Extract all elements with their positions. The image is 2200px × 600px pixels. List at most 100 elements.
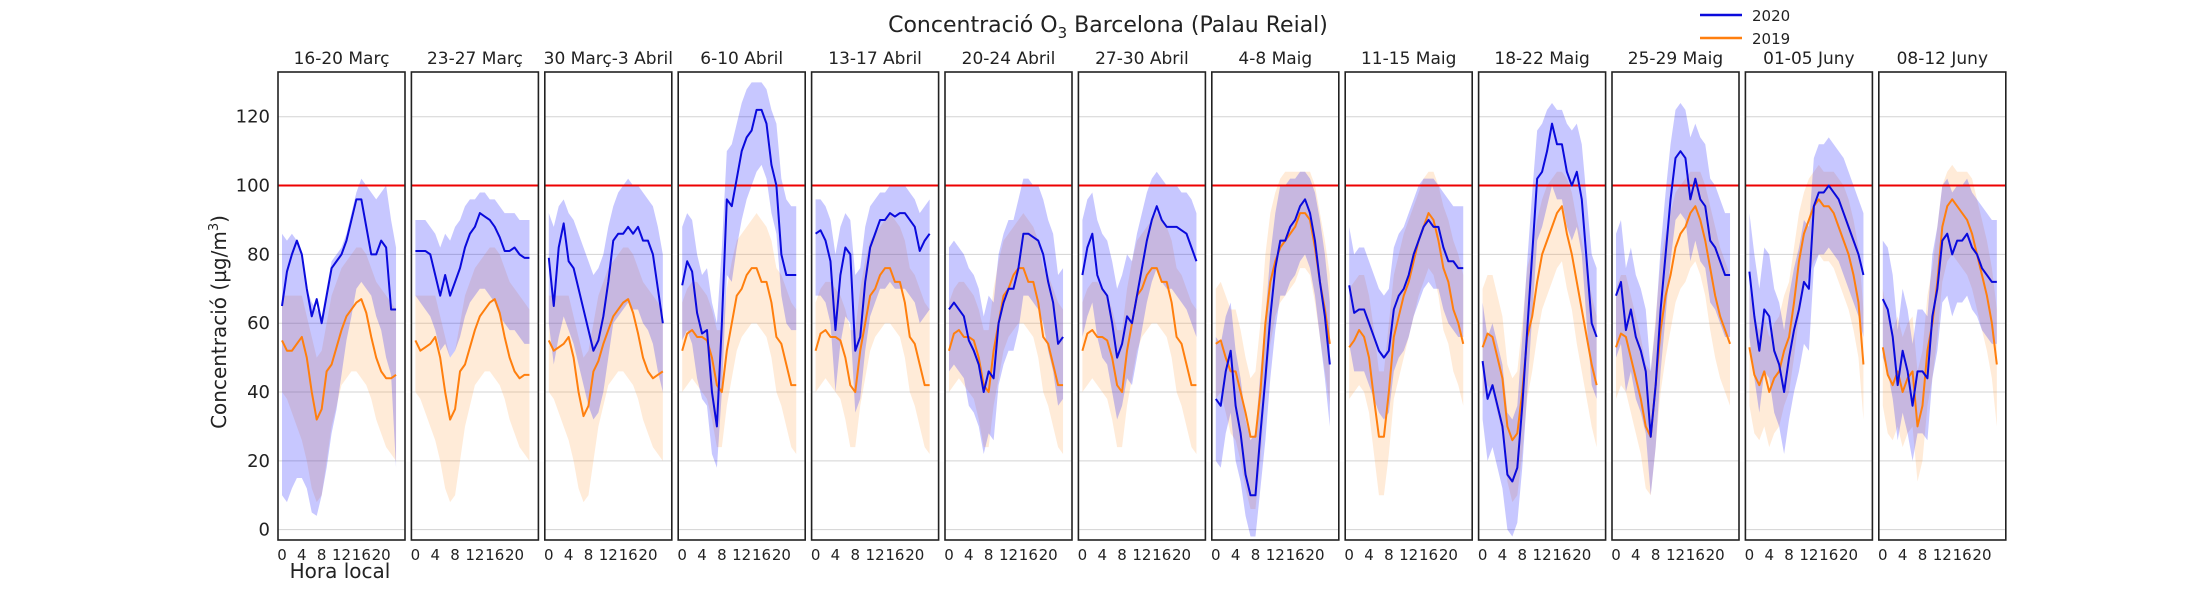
x-tick-label: 4 xyxy=(697,546,707,564)
panel-title: 11-15 Maig xyxy=(1361,49,1456,69)
panel-frame xyxy=(1744,71,1874,541)
y-axis-label: Concentració (µg/m3) xyxy=(207,215,231,429)
x-tick-label: 12 xyxy=(732,546,751,564)
band-2020 xyxy=(1882,178,1997,461)
series-line-2020 xyxy=(1748,184,1865,394)
panel-title: 16-20 Març xyxy=(294,49,390,69)
band-2019 xyxy=(1082,213,1197,454)
x-tick-label: 16 xyxy=(1286,546,1305,564)
x-tick-label: 20 xyxy=(905,546,924,564)
band-2019 xyxy=(949,213,1064,454)
y-axis-label-post: ) xyxy=(207,215,231,223)
band-2020 xyxy=(815,185,930,413)
panel: 25-29 Maig 0 4 8 12 16 20 xyxy=(1611,49,1740,564)
panel-title: 08-12 Juny xyxy=(1897,49,1988,69)
panel: 20-24 Abril 0 4 8 12 16 20 xyxy=(944,49,1073,564)
band-2019 xyxy=(282,247,397,503)
x-tick-label: 20 xyxy=(1572,546,1591,564)
panel: 18-22 Maig 0 4 8 12 16 20 xyxy=(1477,49,1607,564)
x-tick-label: 20 xyxy=(1439,546,1458,564)
y-tick-label: 0 xyxy=(259,520,270,541)
x-tick-label: 0 xyxy=(944,546,954,564)
series-line-2019 xyxy=(281,298,397,421)
panel-frame xyxy=(410,71,540,541)
x-tick-label: 0 xyxy=(1478,546,1488,564)
x-tick-label: 12 xyxy=(1533,546,1552,564)
panel: 11-15 Maig 0 4 8 12 16 20 xyxy=(1344,49,1473,564)
panel-frame xyxy=(1344,71,1473,541)
panel-title: 01-05 Juny xyxy=(1763,49,1854,69)
x-tick-label: 20 xyxy=(1839,546,1858,564)
band-2019 xyxy=(682,213,797,454)
panel-title: 27-30 Abril xyxy=(1095,49,1189,69)
panel: 16-20 Març 0 4 8 12 16 20 xyxy=(277,49,406,564)
x-tick-label: 12 xyxy=(465,546,484,564)
x-tick-label: 12 xyxy=(1266,546,1285,564)
panel-title: 30 Març-3 Abril xyxy=(544,49,673,69)
x-tick-label: 0 xyxy=(1745,546,1755,564)
y-axis-ticks: 0 20 40 60 80 100 120 xyxy=(236,107,270,541)
x-tick-label: 8 xyxy=(450,546,460,564)
x-tick-label: 20 xyxy=(505,546,524,564)
panel-title: 6-10 Abril xyxy=(700,49,783,69)
series-line-2020 xyxy=(1348,218,1464,359)
x-tick-label: 8 xyxy=(1784,546,1794,564)
panel: 13-17 Abril 0 4 8 12 16 20 xyxy=(810,49,940,564)
panel: 08-12 Juny 0 4 8 12 16 20 xyxy=(1878,49,2007,564)
series-line-2019 xyxy=(1348,212,1465,438)
x-tick-label: 0 xyxy=(677,546,687,564)
panel-frame xyxy=(1211,71,1340,541)
panel-frame xyxy=(810,71,940,541)
x-tick-label: 20 xyxy=(1039,546,1058,564)
series-line-2020 xyxy=(815,212,931,352)
y-tick-label: 80 xyxy=(247,244,270,265)
x-tick-label: 20 xyxy=(1305,546,1324,564)
x-tick-label: 8 xyxy=(1251,546,1261,564)
series-line-2019 xyxy=(1615,205,1731,438)
x-tick-label: 16 xyxy=(1686,546,1705,564)
x-tick-label: 12 xyxy=(332,546,351,564)
y-tick-label: 20 xyxy=(247,451,270,472)
x-tick-label: 12 xyxy=(1666,546,1685,564)
x-axis-label: Hora local xyxy=(290,559,391,583)
x-tick-label: 12 xyxy=(1132,546,1151,564)
x-tick-label: 4 xyxy=(1631,546,1641,564)
x-tick-label: 4 xyxy=(564,546,574,564)
panel-frame xyxy=(1611,71,1740,541)
x-tick-label: 20 xyxy=(372,546,391,564)
panel: 23-27 Març 0 4 8 12 16 20 xyxy=(410,49,540,564)
band-2020 xyxy=(949,178,1064,454)
panel-title: 4-8 Maig xyxy=(1238,49,1312,69)
x-tick-label: 12 xyxy=(866,546,885,564)
series-line-2020 xyxy=(1615,150,1731,438)
band-2019 xyxy=(415,247,530,503)
x-tick-label: 0 xyxy=(1878,546,1888,564)
x-tick-label: 16 xyxy=(752,546,771,564)
x-tick-label: 8 xyxy=(1918,546,1928,564)
panel-title: 13-17 Abril xyxy=(828,49,922,69)
series-line-2019 xyxy=(1748,198,1865,394)
band-2019 xyxy=(1215,171,1330,510)
series-line-2019 xyxy=(1081,267,1197,394)
legend-label-2020: 2020 xyxy=(1752,7,1790,25)
x-tick-label: 0 xyxy=(1211,546,1221,564)
band-2020 xyxy=(1349,178,1464,420)
panel-title: 18-22 Maig xyxy=(1494,49,1589,69)
x-tick-label: 0 xyxy=(1344,546,1354,564)
x-tick-label: 16 xyxy=(1019,546,1038,564)
band-2020 xyxy=(1082,171,1197,420)
x-tick-label: 20 xyxy=(1172,546,1191,564)
x-tick-label: 8 xyxy=(584,546,594,564)
x-tick-label: 20 xyxy=(1972,546,1991,564)
y-axis-label-sup: 3 xyxy=(207,223,222,231)
band-2019 xyxy=(1749,164,1864,448)
panel-frame xyxy=(277,71,406,541)
x-tick-label: 4 xyxy=(964,546,974,564)
chart-title-pre: Concentració O xyxy=(888,13,1057,38)
panel-frame xyxy=(677,71,807,541)
panel-title: 25-29 Maig xyxy=(1628,49,1723,69)
panel: 01-05 Juny 0 4 8 12 16 20 xyxy=(1744,49,1874,564)
x-tick-label: 4 xyxy=(831,546,841,564)
band-2019 xyxy=(1349,171,1464,496)
